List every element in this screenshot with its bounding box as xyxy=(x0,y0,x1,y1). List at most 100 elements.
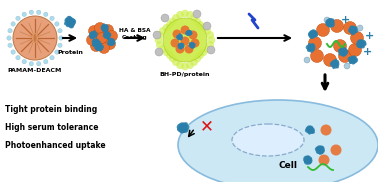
Circle shape xyxy=(316,23,330,37)
Circle shape xyxy=(318,148,322,153)
Ellipse shape xyxy=(180,128,187,133)
Ellipse shape xyxy=(108,38,112,43)
Circle shape xyxy=(206,31,214,39)
Circle shape xyxy=(8,28,12,33)
Ellipse shape xyxy=(65,16,72,24)
Ellipse shape xyxy=(96,46,101,51)
Ellipse shape xyxy=(353,55,356,62)
Circle shape xyxy=(155,48,163,56)
Ellipse shape xyxy=(330,62,336,68)
Ellipse shape xyxy=(312,30,317,35)
Ellipse shape xyxy=(185,31,190,35)
Ellipse shape xyxy=(187,30,191,33)
Circle shape xyxy=(166,21,174,29)
Ellipse shape xyxy=(306,45,313,50)
Text: Tight protein binding: Tight protein binding xyxy=(5,106,97,114)
Ellipse shape xyxy=(34,34,37,42)
Ellipse shape xyxy=(328,23,333,28)
Circle shape xyxy=(161,14,169,22)
Ellipse shape xyxy=(327,22,331,27)
Ellipse shape xyxy=(101,24,106,30)
Ellipse shape xyxy=(360,43,365,48)
Ellipse shape xyxy=(311,46,315,50)
Ellipse shape xyxy=(188,30,192,34)
Ellipse shape xyxy=(89,31,93,37)
Circle shape xyxy=(200,49,207,56)
Ellipse shape xyxy=(330,20,335,25)
Circle shape xyxy=(58,28,62,33)
Ellipse shape xyxy=(177,35,181,38)
Circle shape xyxy=(172,14,180,22)
Ellipse shape xyxy=(109,42,113,46)
Ellipse shape xyxy=(328,19,335,25)
Circle shape xyxy=(37,10,41,14)
Circle shape xyxy=(305,158,310,163)
Ellipse shape xyxy=(69,19,76,25)
Circle shape xyxy=(90,41,102,52)
Circle shape xyxy=(189,31,197,39)
Ellipse shape xyxy=(349,27,353,32)
Ellipse shape xyxy=(104,27,108,32)
Ellipse shape xyxy=(104,35,108,39)
Ellipse shape xyxy=(318,145,323,150)
Ellipse shape xyxy=(90,31,94,35)
Circle shape xyxy=(350,27,355,32)
Ellipse shape xyxy=(311,33,316,39)
Circle shape xyxy=(13,16,57,60)
Ellipse shape xyxy=(308,32,314,38)
Ellipse shape xyxy=(352,57,358,63)
Ellipse shape xyxy=(328,21,335,27)
Circle shape xyxy=(43,60,48,64)
Ellipse shape xyxy=(307,157,312,161)
Circle shape xyxy=(22,60,26,64)
Ellipse shape xyxy=(91,35,95,39)
Ellipse shape xyxy=(350,26,356,30)
Text: HA & BSA: HA & BSA xyxy=(119,28,151,33)
Circle shape xyxy=(166,51,174,59)
Ellipse shape xyxy=(352,59,357,64)
Ellipse shape xyxy=(307,159,312,164)
Circle shape xyxy=(55,50,59,54)
Text: +: + xyxy=(363,47,372,57)
Ellipse shape xyxy=(342,51,347,56)
Circle shape xyxy=(310,31,316,36)
Ellipse shape xyxy=(333,59,338,65)
Ellipse shape xyxy=(349,60,355,64)
Ellipse shape xyxy=(65,18,71,24)
Ellipse shape xyxy=(178,127,185,134)
Ellipse shape xyxy=(91,31,98,36)
Circle shape xyxy=(94,23,105,33)
Ellipse shape xyxy=(95,43,101,48)
Ellipse shape xyxy=(325,19,331,25)
Ellipse shape xyxy=(69,19,75,28)
Circle shape xyxy=(330,145,341,155)
Ellipse shape xyxy=(304,159,310,165)
Ellipse shape xyxy=(187,33,190,36)
Ellipse shape xyxy=(311,33,318,37)
Ellipse shape xyxy=(91,30,96,36)
Circle shape xyxy=(200,24,207,31)
Ellipse shape xyxy=(356,41,362,48)
Text: PAMAM-DEACM: PAMAM-DEACM xyxy=(8,68,62,73)
Circle shape xyxy=(67,19,73,25)
Ellipse shape xyxy=(305,128,311,133)
Circle shape xyxy=(330,19,344,33)
Ellipse shape xyxy=(180,36,183,40)
Circle shape xyxy=(208,36,215,44)
Circle shape xyxy=(197,51,204,59)
Ellipse shape xyxy=(96,44,99,49)
Ellipse shape xyxy=(308,44,314,48)
Circle shape xyxy=(333,39,347,52)
Circle shape xyxy=(341,50,345,54)
Circle shape xyxy=(11,22,15,26)
Circle shape xyxy=(172,58,180,66)
Ellipse shape xyxy=(189,42,192,47)
Ellipse shape xyxy=(103,32,107,37)
Ellipse shape xyxy=(69,18,75,23)
Ellipse shape xyxy=(359,40,366,46)
Ellipse shape xyxy=(103,34,108,37)
Ellipse shape xyxy=(98,45,104,49)
Ellipse shape xyxy=(180,34,183,38)
Ellipse shape xyxy=(349,57,353,64)
Circle shape xyxy=(191,14,198,22)
